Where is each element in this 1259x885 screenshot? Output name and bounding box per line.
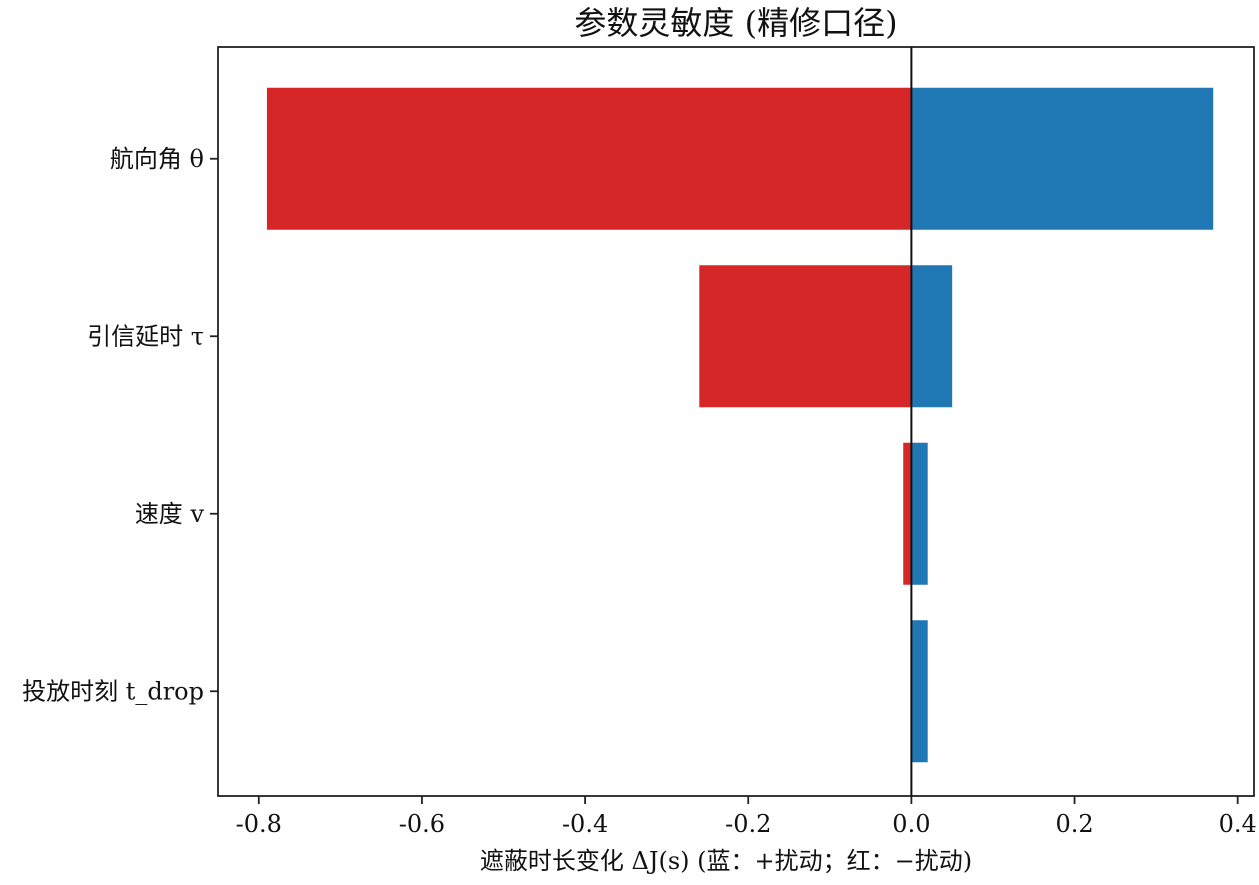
x-tick-label-3: -0.2 <box>725 810 771 838</box>
bars-layer <box>266 87 1214 763</box>
x-tick-label-0: -0.8 <box>236 810 282 838</box>
bar-plus-0 <box>911 620 928 763</box>
bar-minus-3 <box>266 87 912 230</box>
y-tick-label-3: 航向角 θ <box>110 145 204 173</box>
x-tick-label-1: -0.6 <box>399 810 445 838</box>
y-tick-label-2: 引信延时 τ <box>87 322 204 350</box>
x-tick-label-6: 0.4 <box>1219 810 1257 838</box>
x-tick-label-4: 0.0 <box>892 810 930 838</box>
x-ticks-layer: -0.8 -0.6 -0.4 -0.2 0.0 0.2 0.4 <box>236 796 1257 838</box>
x-axis-label: 遮蔽时长变化 ΔJ(s) (蓝：+扰动；红：−扰动) <box>480 847 972 875</box>
bar-minus-1 <box>903 442 912 585</box>
bar-minus-2 <box>699 265 912 408</box>
y-tick-label-1: 速度 v <box>135 500 205 528</box>
bar-plus-2 <box>911 265 953 408</box>
plot-frame <box>217 46 1255 797</box>
x-tick-label-5: 0.2 <box>1055 810 1093 838</box>
chart-title: 参数灵敏度 (精修口径) <box>574 4 897 42</box>
bar-plus-3 <box>911 87 1214 230</box>
x-tick-label-2: -0.4 <box>562 810 608 838</box>
y-tick-label-0: 投放时刻 t_drop <box>22 677 204 705</box>
bar-plus-1 <box>911 442 928 585</box>
y-ticks-layer: 投放时刻 t_drop 速度 v 引信延时 τ 航向角 θ <box>22 145 218 705</box>
